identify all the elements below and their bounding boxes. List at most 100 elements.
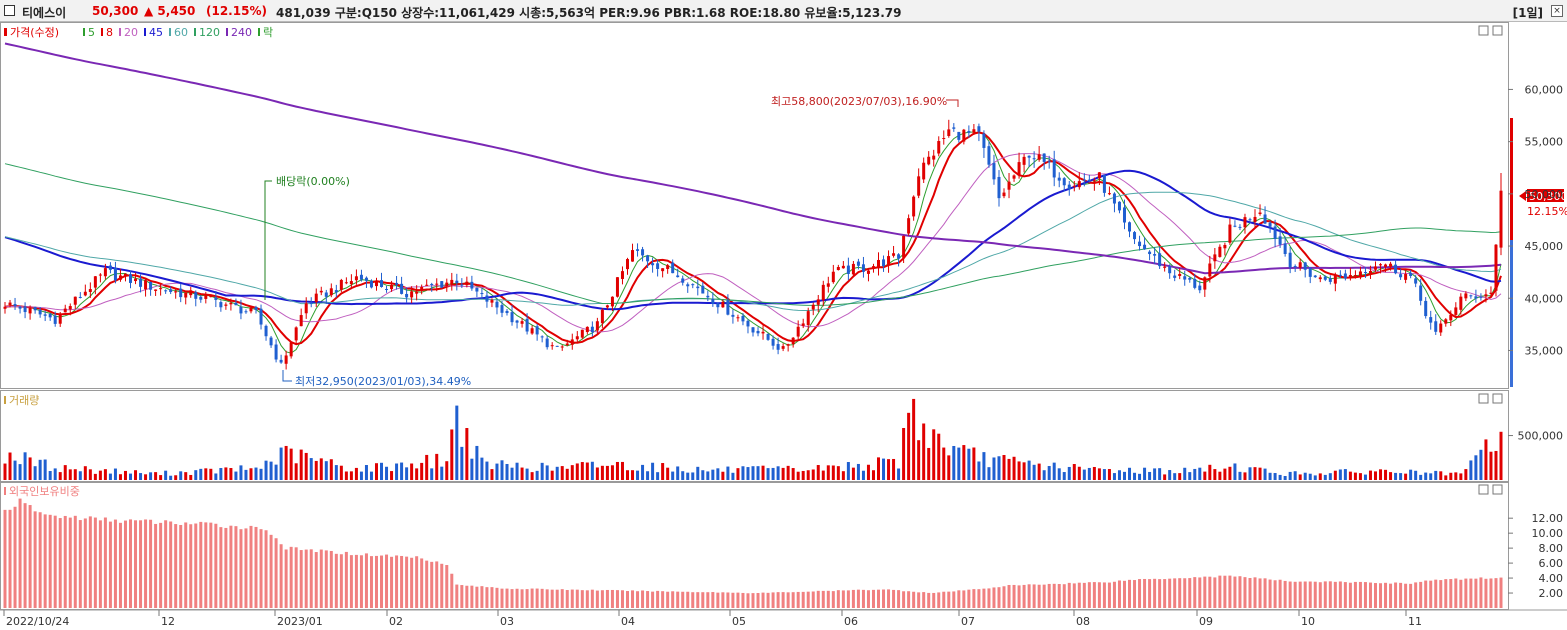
foreign-ratio-bar — [179, 524, 183, 608]
volume-bar — [796, 471, 800, 480]
ma-line-8 — [4, 131, 1502, 346]
volume-bar — [540, 462, 544, 480]
candle-body — [184, 292, 188, 298]
volume-bar — [1047, 466, 1051, 480]
volume-bar — [1404, 473, 1408, 480]
foreign-ratio-bar — [1067, 582, 1071, 608]
foreign-ratio-bar — [786, 592, 790, 608]
candle-body — [987, 146, 991, 165]
foreign-ratio-bar — [344, 551, 348, 608]
foreign-ratio-bar — [1002, 586, 1006, 608]
foreign-ratio-bar — [605, 589, 609, 608]
candle-body — [169, 289, 173, 292]
candle-body — [1012, 175, 1016, 179]
foreign-ratio-bar — [460, 585, 464, 608]
title-bar: 티에스이 50,300 ▲ 5,450 (12.15%) 481,039 구분:… — [0, 0, 1567, 22]
foreign-ratio-bar — [123, 520, 127, 608]
candle-body — [957, 131, 961, 140]
candle-body — [856, 261, 860, 266]
candle-body — [1153, 254, 1157, 256]
maximize-icon[interactable] — [1492, 25, 1503, 36]
volume-bar — [1188, 472, 1192, 480]
foreign-ratio-bar — [1218, 575, 1222, 608]
close-icon[interactable]: × — [1551, 5, 1563, 17]
price-axis-label: 45,000 — [1525, 240, 1564, 253]
panel-frame — [0, 22, 1509, 389]
maximize-icon[interactable] — [1492, 393, 1503, 404]
candle-body — [1444, 319, 1448, 324]
foreign-ratio-bar — [716, 592, 720, 608]
volume-bar — [450, 429, 454, 480]
candle-body — [510, 312, 514, 323]
x-axis-label: 2022/10/24 — [6, 615, 69, 628]
candle-body — [1464, 293, 1468, 299]
period-selector[interactable]: [1일] — [1512, 6, 1543, 20]
stock-info: 481,039 구분:Q150 상장수:11,061,429 시총:5,563억… — [276, 6, 902, 20]
volume-bar — [1373, 471, 1377, 480]
foreign-ratio-bar — [992, 587, 996, 608]
candle-body — [174, 291, 178, 293]
foreign-ratio-bar — [374, 555, 378, 608]
volume-bar — [1263, 468, 1267, 480]
foreign-ratio-bar — [510, 589, 514, 608]
candle-body — [48, 313, 52, 318]
foreign-ratio-bar — [455, 584, 459, 608]
foreign-ratio-bar — [279, 544, 283, 608]
volume-bar — [811, 469, 815, 480]
foreign-ratio-bar — [1474, 578, 1478, 608]
volume-bar — [1218, 471, 1222, 480]
foreign-ratio-bar — [1469, 578, 1473, 608]
foreign-ratio-bar — [28, 505, 32, 608]
candle-body — [460, 284, 464, 286]
foreign-ratio-bar — [691, 592, 695, 608]
candle-body — [631, 250, 635, 262]
foreign-ratio-bar — [174, 524, 178, 608]
volume-bar — [244, 469, 248, 480]
foreign-ratio-bar — [861, 589, 865, 608]
candle-body — [851, 263, 855, 275]
candle-body — [1082, 179, 1086, 181]
foreign-ratio-bar — [816, 590, 820, 608]
foreign-ratio-bar — [83, 518, 87, 608]
foreign-axis-label: 2.00 — [1539, 587, 1564, 600]
candle-body — [897, 254, 901, 259]
price-panel-buttons[interactable] — [1478, 25, 1503, 36]
volume-bar — [314, 460, 318, 480]
candle-body — [1384, 264, 1388, 267]
candle-body — [1223, 244, 1227, 249]
candle-body — [520, 321, 524, 324]
minimize-icon[interactable] — [1478, 484, 1489, 495]
candle-body — [144, 280, 148, 290]
foreign-ratio-bar — [1072, 583, 1076, 608]
foreign-ratio-bar — [1027, 584, 1031, 608]
volume-bar — [1288, 471, 1292, 480]
candle-body — [78, 296, 82, 298]
candle-body — [264, 325, 268, 337]
candle-body — [801, 323, 805, 326]
current-price-marker: 50,300 12.15% — [1519, 189, 1567, 218]
foreign-ratio-bar — [746, 593, 750, 608]
foreign-axis-label: 10.00 — [1532, 527, 1564, 540]
candle-body — [882, 259, 886, 267]
volume-bar — [1097, 468, 1101, 480]
foreign-ratio-bar — [1409, 583, 1413, 608]
candle-body — [123, 273, 127, 277]
volume-bar — [1338, 469, 1342, 480]
maximize-icon[interactable] — [1492, 484, 1503, 495]
volume-bar — [284, 445, 288, 480]
foreign-ratio-bar — [369, 556, 373, 608]
candle-body — [821, 284, 825, 301]
foreign-ratio-bar — [620, 590, 624, 608]
candle-body — [861, 264, 865, 272]
window-menu-icon[interactable] — [4, 5, 15, 16]
candle-body — [380, 280, 384, 287]
minimize-icon[interactable] — [1478, 393, 1489, 404]
volume-bar — [595, 467, 599, 480]
volume-panel-buttons[interactable] — [1478, 393, 1503, 404]
candle-body — [209, 296, 213, 298]
candle-body — [686, 284, 690, 287]
foreign-panel-buttons[interactable] — [1478, 484, 1503, 495]
foreign-ratio-bar — [540, 588, 544, 608]
minimize-icon[interactable] — [1478, 25, 1489, 36]
candle-body — [942, 138, 946, 140]
